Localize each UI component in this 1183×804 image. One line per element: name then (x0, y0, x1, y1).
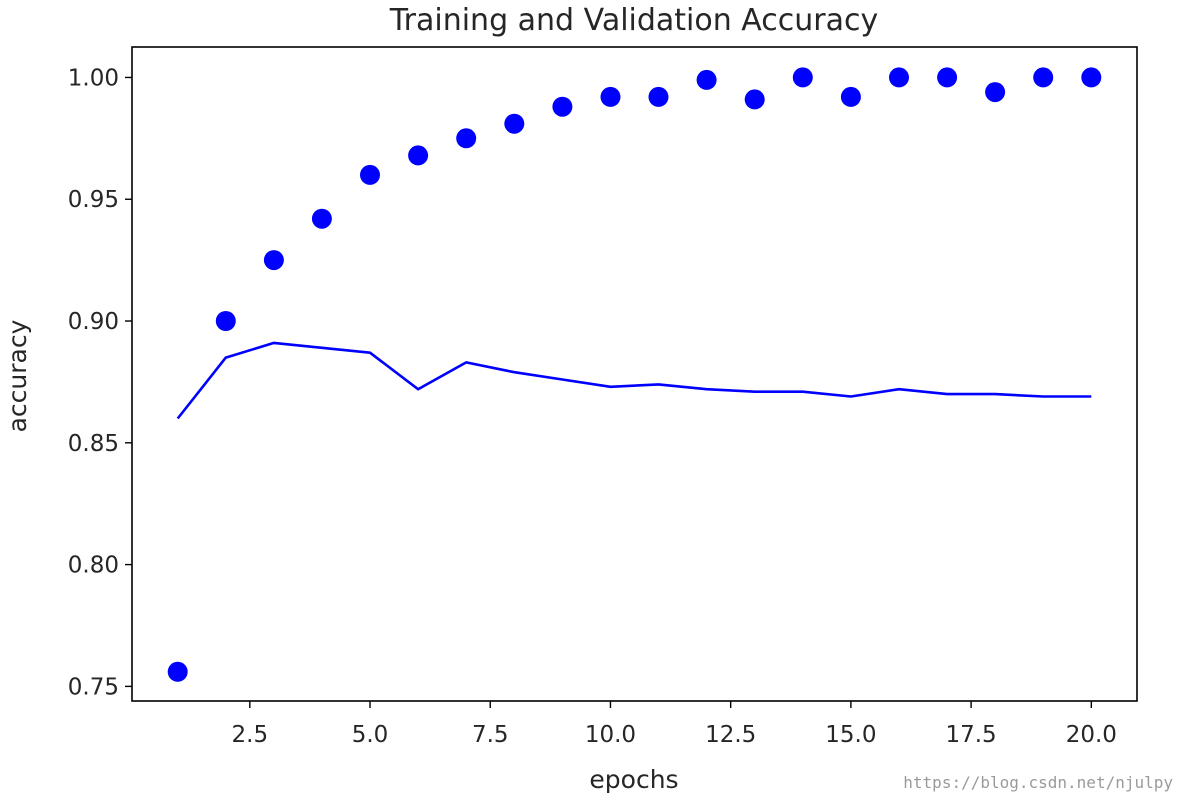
series-0-point (311, 208, 332, 229)
x-tick-label: 5.0 (352, 722, 389, 748)
x-tick-label: 2.5 (232, 722, 269, 748)
series-1-line (176, 341, 1092, 420)
y-tick-label: 0.95 (68, 187, 119, 213)
series-0-point (504, 113, 525, 134)
x-tick-label: 20.0 (1066, 722, 1117, 748)
series-0-point (360, 164, 380, 185)
y-tick-label: 0.90 (68, 309, 119, 335)
y-axis-ticks: 0.75 0.80 0.85 0.90 0.95 1.00 (68, 65, 132, 700)
series-0-point (408, 145, 429, 166)
series-0-point (215, 311, 236, 331)
x-axis-label: epochs (589, 765, 678, 794)
x-tick-label: 7.5 (472, 722, 509, 748)
x-tick-label: 10.0 (585, 722, 636, 748)
series-0-point (889, 67, 909, 88)
series-0-point (840, 86, 861, 107)
series-0-point (937, 67, 958, 88)
series-0-point (985, 82, 1006, 103)
watermark-text: https://blog.csdn.net/njulpy (903, 773, 1173, 792)
series-0-point (696, 69, 717, 90)
series-0-point (744, 89, 765, 110)
chart-title: Training and Validation Accuracy (389, 3, 879, 38)
y-axis-label: accuracy (3, 319, 32, 432)
series-0-point (648, 86, 669, 107)
y-tick-label: 1.00 (68, 65, 119, 91)
series-0-point (600, 86, 621, 107)
series-0-point (456, 128, 477, 149)
y-tick-label: 0.80 (68, 553, 119, 579)
series-0-point (552, 96, 573, 117)
plot-frame (131, 46, 1138, 702)
plot-area (167, 67, 1102, 682)
series-0-point (167, 661, 188, 682)
y-tick-label: 0.75 (68, 674, 119, 700)
x-axis-ticks: 2.5 5.0 7.5 10.0 12.5 15.0 17.5 20.0 (232, 701, 1117, 748)
series-0-point (263, 250, 284, 271)
x-tick-label: 17.5 (945, 722, 996, 748)
series-0-point (1033, 67, 1054, 88)
x-tick-label: 15.0 (825, 722, 876, 748)
series-0-point (1081, 67, 1102, 88)
series-0-point (792, 67, 813, 88)
y-tick-label: 0.85 (68, 431, 119, 457)
x-tick-label: 12.5 (705, 722, 756, 748)
